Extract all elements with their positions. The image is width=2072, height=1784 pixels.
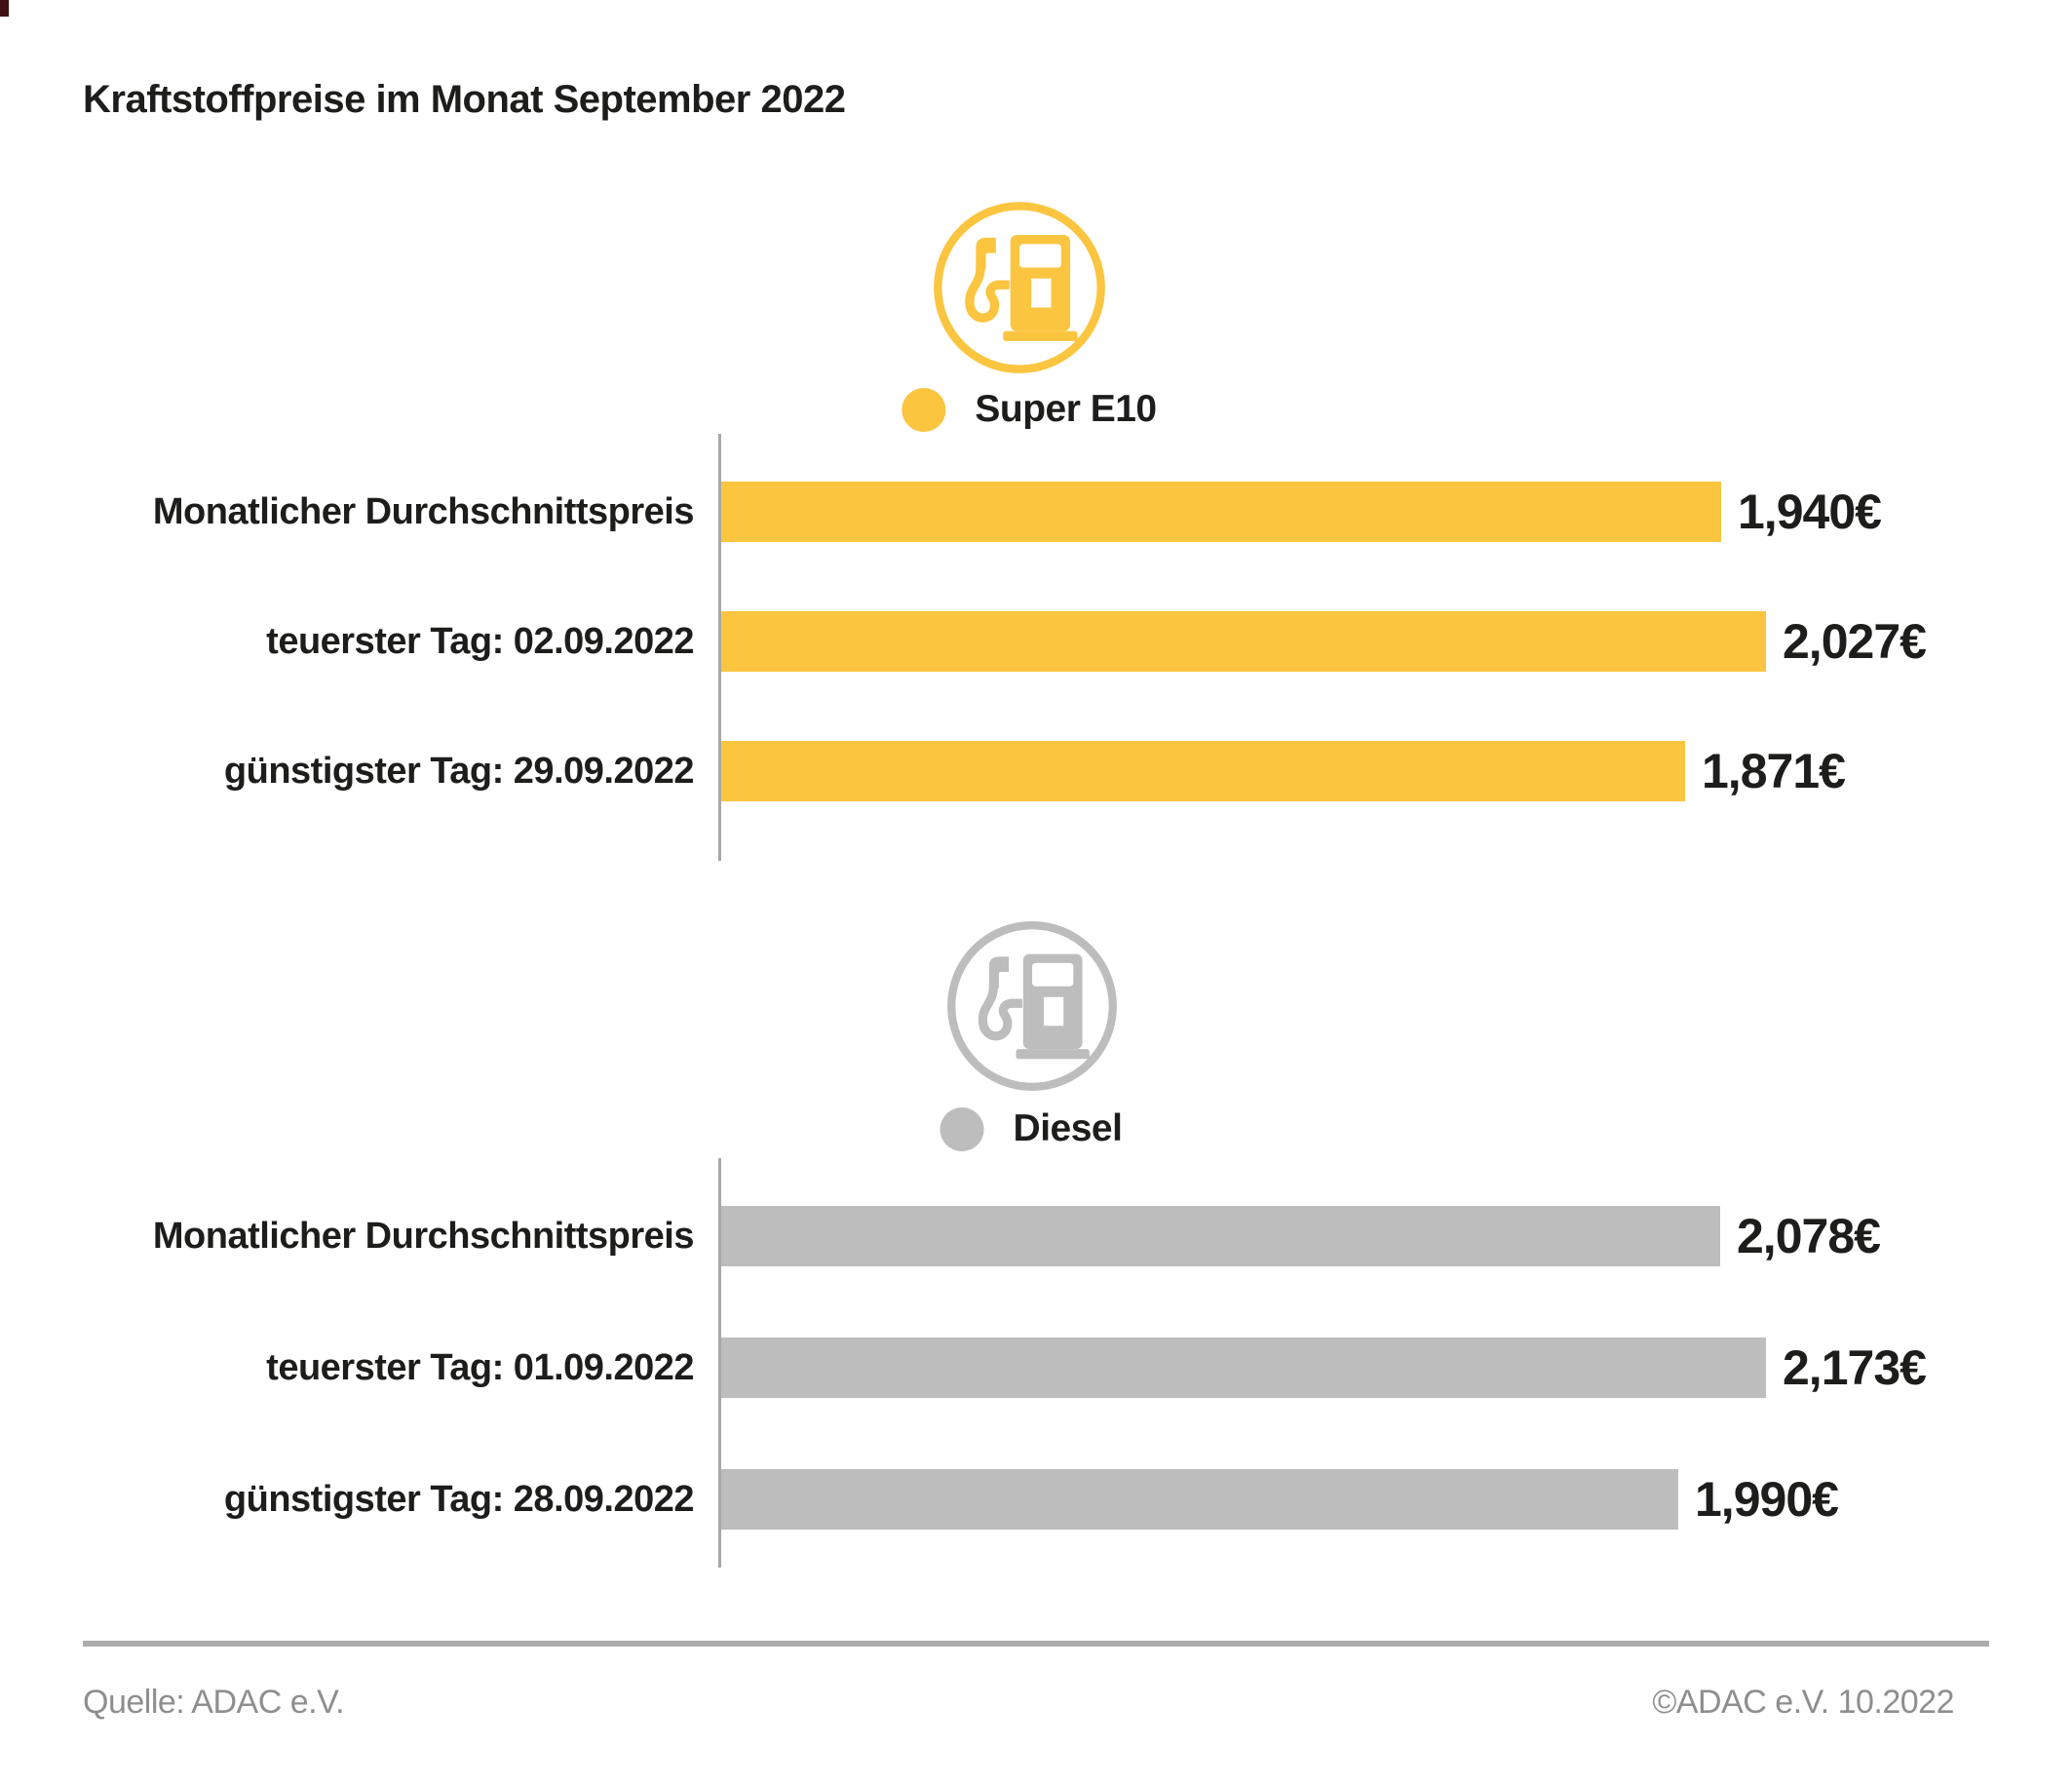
bar-category-label: Monatlicher Durchschnittspreis xyxy=(152,1215,695,1257)
bar-row: günstigster Tag: 28.09.2022 1,990€ xyxy=(0,1469,2072,1530)
footer-divider xyxy=(83,1641,1989,1647)
legend-label: Diesel xyxy=(1013,1107,1123,1149)
bar-value-label: 2,173€ xyxy=(1783,1340,1927,1395)
bar-diesel-max xyxy=(721,1338,1766,1398)
chart-axis xyxy=(718,434,721,861)
bar-row: teuerster Tag: 02.09.2022 2,027€ xyxy=(0,611,2072,672)
legend-dot xyxy=(940,1106,984,1151)
legend-label: Super E10 xyxy=(975,388,1157,430)
bar-value-label: 2,078€ xyxy=(1737,1209,1881,1263)
bar-value-label: 1,990€ xyxy=(1695,1472,1839,1527)
bar-value-label: 1,871€ xyxy=(1702,744,1846,798)
bar-super-e10-max xyxy=(721,611,1766,672)
chart-axis xyxy=(718,1158,721,1568)
legend-dot xyxy=(902,387,946,432)
corner-artifact xyxy=(0,0,9,17)
bar-category-label: teuerster Tag: 01.09.2022 xyxy=(266,1346,694,1388)
bar-row: günstigster Tag: 29.09.2022 1,871€ xyxy=(0,741,2072,801)
copyright-note: ©ADAC e.V. 10.2022 xyxy=(1652,1684,1954,1721)
bar-row: Monatlicher Durchschnittspreis 1,940€ xyxy=(0,482,2072,542)
legend-diesel: Diesel xyxy=(940,1105,1123,1152)
legend-super-e10: Super E10 xyxy=(902,386,1157,433)
bar-row: Monatlicher Durchschnittspreis 2,078€ xyxy=(0,1206,2072,1266)
bar-category-label: Monatlicher Durchschnittspreis xyxy=(152,490,695,532)
bar-row: teuerster Tag: 01.09.2022 2,173€ xyxy=(0,1338,2072,1398)
fuel-pump-icon xyxy=(929,197,1110,378)
bar-category-label: günstigster Tag: 29.09.2022 xyxy=(223,750,695,792)
source-note: Quelle: ADAC e.V. xyxy=(83,1684,345,1721)
bar-category-label: günstigster Tag: 28.09.2022 xyxy=(223,1478,695,1520)
bar-value-label: 1,940€ xyxy=(1738,485,1882,539)
bar-category-label: teuerster Tag: 02.09.2022 xyxy=(266,620,694,662)
bar-diesel-min xyxy=(721,1469,1678,1530)
bar-super-e10-min xyxy=(721,741,1685,801)
bar-super-e10-average xyxy=(721,482,1721,542)
bar-value-label: 2,027€ xyxy=(1783,614,1927,669)
page-title: Kraftstoffpreise im Monat September 2022 xyxy=(83,78,846,121)
fuel-pump-icon xyxy=(942,916,1122,1096)
bar-diesel-average xyxy=(721,1206,1720,1266)
